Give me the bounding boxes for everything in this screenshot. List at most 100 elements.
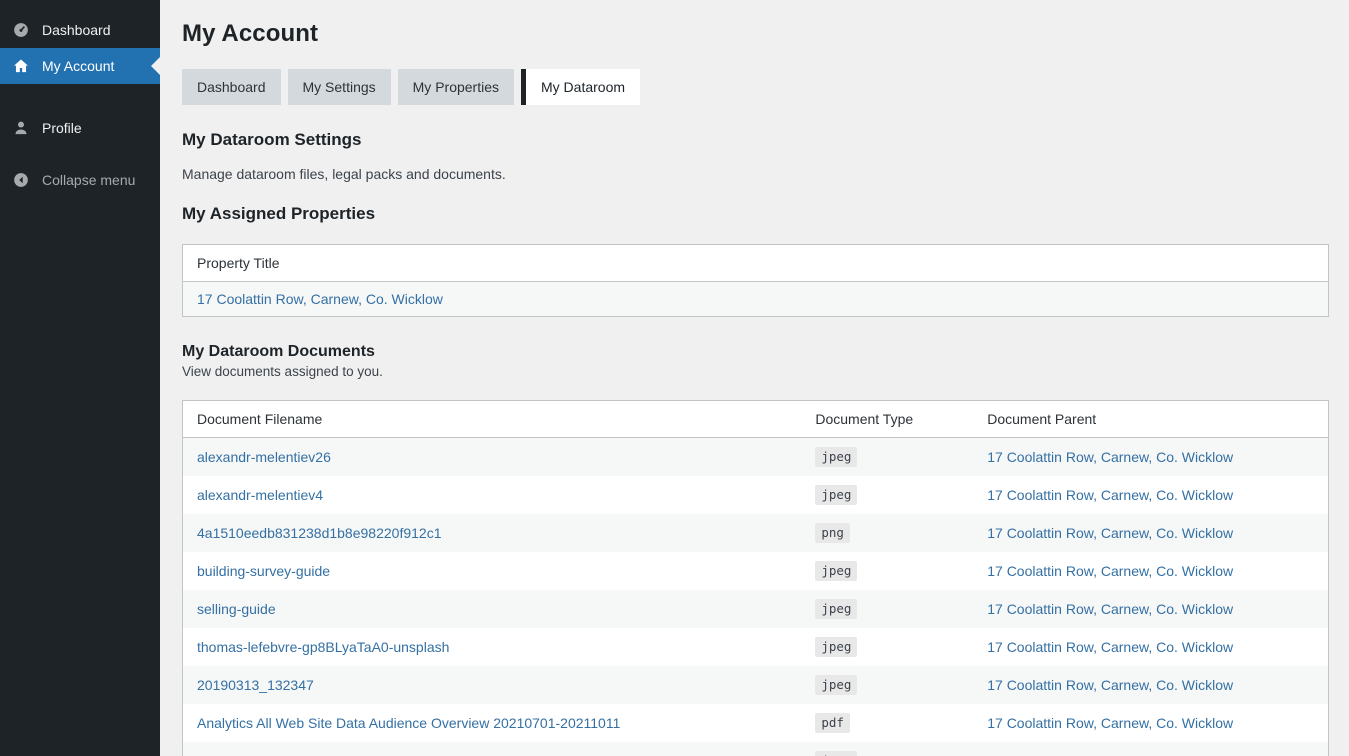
column-header-property-title: Property Title (182, 244, 1329, 282)
document-filename-link[interactable]: 4a1510eedb831238d1b8e98220f912c1 (197, 525, 442, 541)
sidebar-item-label: My Account (42, 58, 115, 74)
document-parent-link[interactable]: 17 Coolattin Row, Carnew, Co. Wicklow (987, 449, 1234, 465)
table-header-row: Property Title (182, 244, 1329, 282)
document-type-badge: jpeg (815, 599, 858, 619)
property-row: 17 Coolattin Row, Carnew, Co. Wicklow (182, 281, 1329, 317)
document-parent-link[interactable]: 17 Coolattin Row, Carnew, Co. Wicklow (987, 715, 1234, 731)
document-type-cell: jpeg (801, 666, 973, 704)
document-type-badge: jpeg (815, 675, 858, 695)
column-header-document-type: Document Type (801, 400, 974, 438)
page-title: My Account (182, 20, 319, 47)
tab-my-properties[interactable]: My Properties (397, 69, 514, 105)
main-content: My Account Dashboard My Settings My Prop… (160, 0, 1349, 756)
document-filename-link[interactable]: 20190313_132347 (197, 677, 314, 693)
document-type-badge: jpeg (815, 561, 858, 581)
document-row: alexandr-melentiev4 jpeg 17 Coolattin Ro… (182, 476, 1329, 514)
document-parent-link[interactable]: 17 Coolattin Row, Carnew, Co. Wicklow (987, 487, 1234, 503)
document-row: Analytics All Web Site Data Audience Ove… (182, 704, 1329, 742)
document-parent-cell: 17 Coolattin Row, Carnew, Co. Wicklow (973, 666, 1328, 704)
home-icon (11, 56, 31, 76)
column-header-document-filename: Document Filename (182, 400, 802, 438)
collapse-arrow-icon (11, 170, 31, 190)
document-type-badge: jpeg (815, 447, 858, 467)
document-parent-cell: 17 Coolattin Row, Carnew, Co. Wicklow (973, 742, 1328, 756)
document-filename-link[interactable]: Analytics All Web Site Data Audience Ove… (197, 715, 621, 731)
table-header-row: Document Filename Document Type Document… (182, 400, 1329, 438)
document-filename-link[interactable]: mcinroy-fanad-lighthouse-county-donegal (197, 753, 455, 756)
dataroom-documents-description: View documents assigned to you. (182, 364, 383, 379)
document-type-cell: jpeg (801, 552, 973, 590)
dataroom-documents-table: Document Filename Document Type Document… (182, 400, 1329, 756)
document-parent-cell: 17 Coolattin Row, Carnew, Co. Wicklow (973, 476, 1328, 514)
property-title-cell: 17 Coolattin Row, Carnew, Co. Wicklow (183, 282, 1329, 317)
sidebar-item-profile[interactable]: Profile (0, 110, 160, 146)
document-filename-cell: mcinroy-fanad-lighthouse-county-donegal (183, 742, 802, 756)
document-type-cell: jpeg (801, 476, 973, 514)
document-filename-link[interactable]: thomas-lefebvre-gp8BLyaTaA0-unsplash (197, 639, 450, 655)
document-parent-link[interactable]: 17 Coolattin Row, Carnew, Co. Wicklow (987, 601, 1234, 617)
document-type-badge: jpeg (815, 751, 858, 756)
document-parent-cell: 17 Coolattin Row, Carnew, Co. Wicklow (973, 552, 1328, 590)
tab-my-settings[interactable]: My Settings (287, 69, 391, 105)
document-type-badge: jpeg (815, 485, 858, 505)
document-filename-link[interactable]: alexandr-melentiev26 (197, 449, 331, 465)
tab-dashboard[interactable]: Dashboard (182, 69, 281, 105)
document-type-badge: jpeg (815, 637, 858, 657)
document-filename-cell: 20190313_132347 (183, 666, 802, 704)
dataroom-settings-description: Manage dataroom files, legal packs and d… (182, 166, 506, 182)
document-parent-link[interactable]: 17 Coolattin Row, Carnew, Co. Wicklow (987, 753, 1233, 756)
assigned-properties-table-wrap: Property Title 17 Coolattin Row, Carnew,… (182, 244, 1329, 317)
column-header-document-parent: Document Parent (973, 400, 1329, 438)
document-filename-cell: building-survey-guide (183, 552, 802, 590)
document-type-cell: png (801, 514, 973, 552)
document-type-cell: jpeg (801, 590, 973, 628)
document-filename-link[interactable]: building-survey-guide (197, 563, 331, 579)
document-parent-link[interactable]: 17 Coolattin Row, Carnew, Co. Wicklow (987, 639, 1234, 655)
document-row: 20190313_132347 jpeg 17 Coolattin Row, C… (182, 666, 1329, 704)
document-row: mcinroy-fanad-lighthouse-county-donegal … (182, 742, 1329, 756)
document-type-cell: jpeg (801, 628, 973, 666)
property-title-link[interactable]: 17 Coolattin Row, Carnew, Co. Wicklow (197, 291, 443, 307)
account-tabs: Dashboard My Settings My Properties My D… (182, 69, 1329, 105)
assigned-properties-heading: My Assigned Properties (182, 204, 376, 223)
user-icon (11, 118, 31, 138)
document-parent-cell: 17 Coolattin Row, Carnew, Co. Wicklow (973, 438, 1328, 477)
assigned-properties-table: Property Title 17 Coolattin Row, Carnew,… (182, 244, 1329, 317)
document-parent-cell: 17 Coolattin Row, Carnew, Co. Wicklow (973, 590, 1328, 628)
document-type-cell: jpeg (801, 742, 973, 756)
document-parent-link[interactable]: 17 Coolattin Row, Carnew, Co. Wicklow (987, 525, 1234, 541)
document-type-cell: pdf (801, 704, 973, 742)
tab-my-dataroom[interactable]: My Dataroom (521, 69, 641, 105)
dataroom-documents-heading: My Dataroom Documents (182, 343, 375, 360)
sidebar-item-label: Dashboard (42, 22, 111, 38)
document-parent-link[interactable]: 17 Coolattin Row, Carnew, Co. Wicklow (987, 677, 1234, 693)
sidebar-separator (0, 84, 160, 110)
document-row: selling-guide jpeg 17 Coolattin Row, Car… (182, 590, 1329, 628)
document-filename-link[interactable]: alexandr-melentiev4 (197, 487, 324, 503)
dataroom-settings-heading: My Dataroom Settings (182, 130, 362, 149)
document-row: building-survey-guide jpeg 17 Coolattin … (182, 552, 1329, 590)
document-filename-cell: alexandr-melentiev4 (183, 476, 802, 514)
document-parent-link[interactable]: 17 Coolattin Row, Carnew, Co. Wicklow (987, 563, 1234, 579)
sidebar-collapse-menu-button[interactable]: Collapse menu (0, 162, 160, 198)
sidebar-item-my-account[interactable]: My Account (0, 48, 160, 84)
document-row: alexandr-melentiev26 jpeg 17 Coolattin R… (182, 437, 1329, 477)
document-type-badge: pdf (815, 713, 850, 733)
sidebar-item-label: Collapse menu (42, 172, 136, 188)
document-row: 4a1510eedb831238d1b8e98220f912c1 png 17 … (182, 514, 1329, 552)
admin-sidebar: Dashboard My Account Profile Collapse me… (0, 0, 160, 756)
sidebar-item-dashboard[interactable]: Dashboard (0, 12, 160, 48)
dashboard-gauge-icon (11, 20, 31, 40)
document-filename-cell: alexandr-melentiev26 (183, 438, 802, 477)
document-filename-cell: thomas-lefebvre-gp8BLyaTaA0-unsplash (183, 628, 802, 666)
sidebar-item-label: Profile (42, 120, 82, 136)
document-parent-cell: 17 Coolattin Row, Carnew, Co. Wicklow (973, 514, 1328, 552)
document-filename-cell: 4a1510eedb831238d1b8e98220f912c1 (183, 514, 802, 552)
document-filename-cell: selling-guide (183, 590, 802, 628)
document-row: thomas-lefebvre-gp8BLyaTaA0-unsplash jpe… (182, 628, 1329, 666)
document-type-badge: png (815, 523, 850, 543)
document-parent-cell: 17 Coolattin Row, Carnew, Co. Wicklow (973, 628, 1328, 666)
document-filename-link[interactable]: selling-guide (197, 601, 276, 617)
document-type-cell: jpeg (801, 438, 973, 477)
document-filename-cell: Analytics All Web Site Data Audience Ove… (183, 704, 802, 742)
